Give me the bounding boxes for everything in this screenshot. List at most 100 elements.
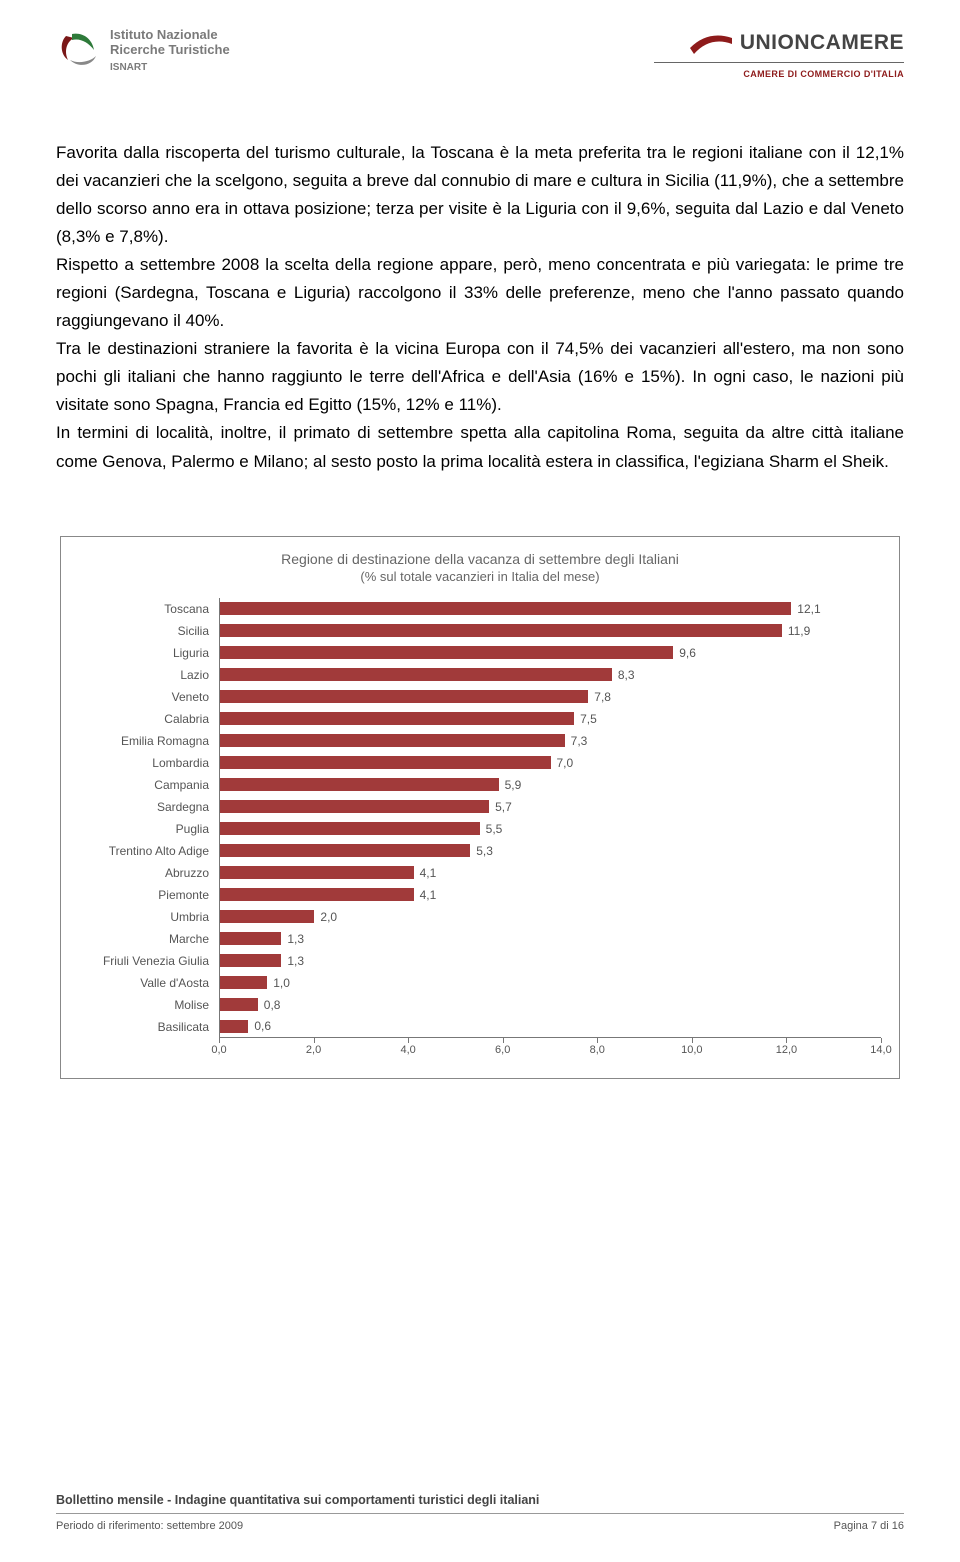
chart-bar (220, 888, 414, 901)
chart-row-label: Umbria (79, 910, 219, 924)
chart-bar (220, 668, 612, 681)
chart-row: Calabria 7,5 (79, 708, 881, 730)
chart-row-label: Lazio (79, 668, 219, 682)
tick-mark (219, 1038, 220, 1043)
chart-row: Lazio 8,3 (79, 664, 881, 686)
chart-row-label: Molise (79, 998, 219, 1012)
chart-value: 4,1 (420, 866, 437, 880)
isnart-name: ISNART (110, 62, 230, 73)
chart-track: 1,3 (219, 928, 881, 950)
chart-value: 4,1 (420, 888, 437, 902)
chart-bar (220, 712, 574, 725)
tick-mark (503, 1038, 504, 1043)
chart-track: 5,9 (219, 774, 881, 796)
xtick-label: 2,0 (306, 1044, 321, 1056)
paragraph-1: Favorita dalla riscoperta del turismo cu… (56, 139, 904, 251)
chart-track: 4,1 (219, 884, 881, 906)
chart-bar (220, 1020, 248, 1033)
chart-row: Molise 0,8 (79, 994, 881, 1016)
chart-bar (220, 690, 588, 703)
chart-track: 2,0 (219, 906, 881, 928)
chart-track: 7,0 (219, 752, 881, 774)
chart-row-label: Abruzzo (79, 866, 219, 880)
isnart-logo: Istituto Nazionale Ricerche Turistiche I… (56, 28, 230, 73)
isnart-title-line2: Ricerche Turistiche (110, 43, 230, 58)
chart-row-label: Basilicata (79, 1020, 219, 1034)
region-chart: Regione di destinazione della vacanza di… (60, 536, 900, 1079)
chart-track: 5,5 (219, 818, 881, 840)
chart-row-label: Sardegna (79, 800, 219, 814)
divider (654, 62, 904, 63)
chart-value: 5,9 (505, 778, 522, 792)
chart-row: Basilicata 0,6 (79, 1016, 881, 1038)
chart-bar (220, 976, 267, 989)
chart-track: 8,3 (219, 664, 881, 686)
chart-row: Emilia Romagna7,3 (79, 730, 881, 752)
chart-row-label: Trentino Alto Adige (79, 844, 219, 858)
unioncamere-logo: UNIONCAMERE CAMERE DI COMMERCIO D'ITALIA (654, 28, 904, 79)
chart-row: Puglia5,5 (79, 818, 881, 840)
xtick-label: 12,0 (776, 1044, 797, 1056)
chart-row: Piemonte4,1 (79, 884, 881, 906)
chart-row: Valle d'Aosta1,0 (79, 972, 881, 994)
chart-bar (220, 910, 314, 923)
xtick-label: 6,0 (495, 1044, 510, 1056)
chart-value: 8,3 (618, 668, 635, 682)
tick-mark (692, 1038, 693, 1043)
chart-row: Liguria9,6 (79, 642, 881, 664)
chart-value: 5,7 (495, 800, 512, 814)
chart-value: 7,0 (557, 756, 574, 770)
chart-bar (220, 866, 414, 879)
chart-value: 0,6 (254, 1019, 271, 1033)
chart-bar (220, 646, 673, 659)
chart-row: Toscana12,1 (79, 598, 881, 620)
chart-row: Marche 1,3 (79, 928, 881, 950)
chart-row: Lombardia7,0 (79, 752, 881, 774)
chart-value: 7,5 (580, 712, 597, 726)
chart-bar (220, 756, 551, 769)
chart-xaxis: 0,02,04,06,08,010,012,014,0 (219, 1038, 881, 1060)
xtick-label: 4,0 (400, 1044, 415, 1056)
chart-row-label: Calabria (79, 712, 219, 726)
chart-row-label: Friuli Venezia Giulia (79, 954, 219, 968)
chart-track: 0,8 (219, 994, 881, 1016)
chart-track: 12,1 (219, 598, 881, 620)
chart-track: 7,3 (219, 730, 881, 752)
chart-value: 9,6 (679, 646, 696, 660)
chart-row: Umbria 2,0 (79, 906, 881, 928)
chart-bar (220, 602, 791, 615)
chart-row-label: Campania (79, 778, 219, 792)
chart-value: 7,8 (594, 690, 611, 704)
chart-row-label: Veneto (79, 690, 219, 704)
divider (56, 1513, 904, 1514)
chart-track: 7,8 (219, 686, 881, 708)
chart-row: Sardegna 5,7 (79, 796, 881, 818)
unioncamere-icon (688, 28, 734, 58)
paragraph-3: Tra le destinazioni straniere la favorit… (56, 335, 904, 419)
chart-bar (220, 822, 480, 835)
chart-bar (220, 932, 281, 945)
footer-title: Bollettino mensile - Indagine quantitati… (56, 1493, 904, 1507)
xtick-label: 0,0 (211, 1044, 226, 1056)
chart-track: 7,5 (219, 708, 881, 730)
chart-value: 0,8 (264, 998, 281, 1012)
chart-bar (220, 800, 489, 813)
chart-value: 5,3 (476, 844, 493, 858)
chart-bar (220, 734, 565, 747)
chart-row: Friuli Venezia Giulia1,3 (79, 950, 881, 972)
chart-value: 1,3 (287, 932, 304, 946)
chart-bar (220, 998, 258, 1011)
chart-value: 2,0 (320, 910, 337, 924)
chart-value: 11,9 (788, 624, 810, 638)
chart-row: Abruzzo 4,1 (79, 862, 881, 884)
chart-row: Veneto 7,8 (79, 686, 881, 708)
chart-track: 4,1 (219, 862, 881, 884)
chart-value: 7,3 (571, 734, 588, 748)
chart-row-label: Marche (79, 932, 219, 946)
chart-bar (220, 778, 499, 791)
page-footer: Bollettino mensile - Indagine quantitati… (56, 1493, 904, 1532)
chart-value: 1,0 (273, 976, 290, 990)
chart-row-label: Puglia (79, 822, 219, 836)
xtick-label: 8,0 (590, 1044, 605, 1056)
chart-track: 1,3 (219, 950, 881, 972)
